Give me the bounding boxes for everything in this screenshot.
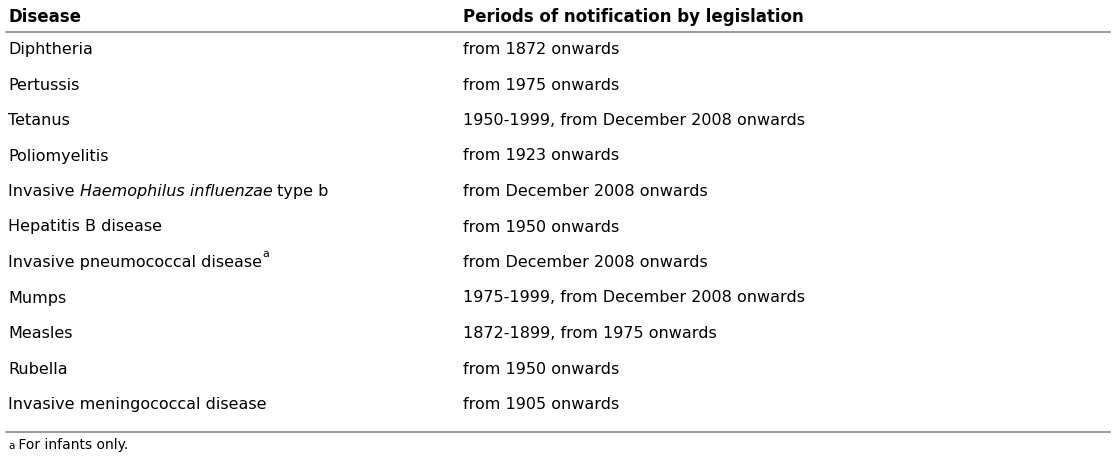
Text: 1872-1899, from 1975 onwards: 1872-1899, from 1975 onwards	[463, 326, 716, 341]
Text: 1950-1999, from December 2008 onwards: 1950-1999, from December 2008 onwards	[463, 113, 805, 128]
Text: Invasive pneumococcal disease: Invasive pneumococcal disease	[8, 255, 262, 270]
Text: Diphtheria: Diphtheria	[8, 42, 93, 57]
Text: a: a	[262, 249, 269, 259]
Text: a: a	[8, 441, 15, 451]
Text: from 1872 onwards: from 1872 onwards	[463, 42, 619, 57]
Text: from 1950 onwards: from 1950 onwards	[463, 362, 619, 377]
Text: Pertussis: Pertussis	[8, 77, 79, 92]
Text: Measles: Measles	[8, 326, 73, 341]
Text: Tetanus: Tetanus	[8, 113, 70, 128]
Text: Mumps: Mumps	[8, 290, 66, 306]
Text: Disease: Disease	[8, 8, 81, 26]
Text: For infants only.: For infants only.	[15, 438, 128, 452]
Text: type b: type b	[272, 184, 329, 199]
Text: Hepatitis B disease: Hepatitis B disease	[8, 219, 162, 234]
Text: from December 2008 onwards: from December 2008 onwards	[463, 184, 708, 199]
Text: Periods of notification by legislation: Periods of notification by legislation	[463, 8, 804, 26]
Text: from 1923 onwards: from 1923 onwards	[463, 149, 619, 164]
Text: from 1905 onwards: from 1905 onwards	[463, 397, 619, 412]
Text: Poliomyelitis: Poliomyelitis	[8, 149, 108, 164]
Text: from 1950 onwards: from 1950 onwards	[463, 219, 619, 234]
Text: 1975-1999, from December 2008 onwards: 1975-1999, from December 2008 onwards	[463, 290, 805, 306]
Text: from 1975 onwards: from 1975 onwards	[463, 77, 619, 92]
Text: from December 2008 onwards: from December 2008 onwards	[463, 255, 708, 270]
Text: Invasive: Invasive	[8, 184, 79, 199]
Text: Rubella: Rubella	[8, 362, 68, 377]
Text: Haemophilus influenzae: Haemophilus influenzae	[79, 184, 272, 199]
Text: Invasive meningococcal disease: Invasive meningococcal disease	[8, 397, 267, 412]
